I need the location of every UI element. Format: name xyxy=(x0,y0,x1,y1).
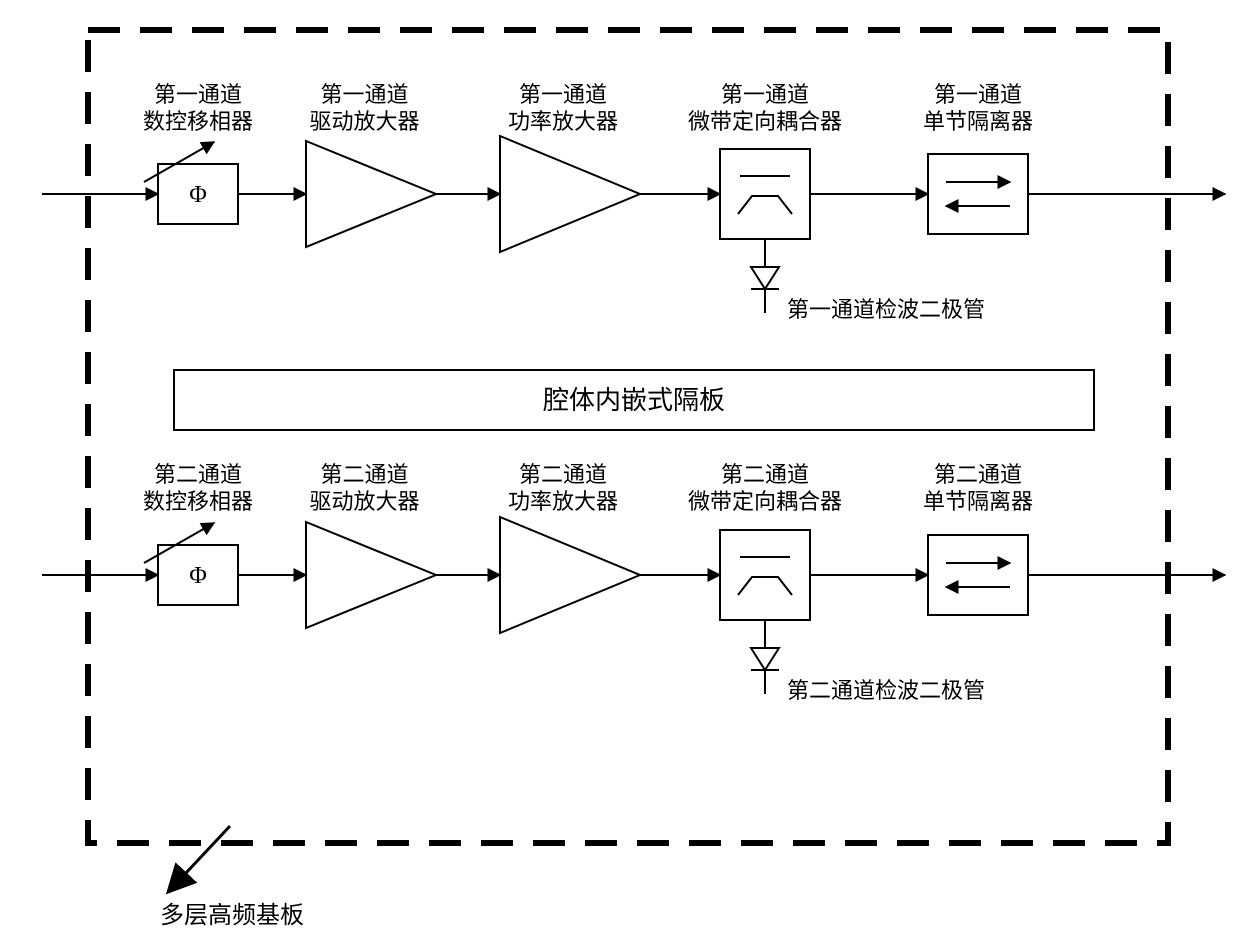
ch1-coupler-label1: 第一通道 xyxy=(721,82,809,107)
ch1-power-label2: 功率放大器 xyxy=(508,109,618,134)
ch1-coupler-label2: 微带定向耦合器 xyxy=(688,109,842,134)
ch2-coupler-label1: 第二通道 xyxy=(721,462,809,487)
ch1-phase-label2: 数控移相器 xyxy=(143,109,253,134)
ch1-phase-symbol: Φ xyxy=(189,182,207,208)
ch1-coupler-shape xyxy=(738,196,792,214)
ch1-coupler-box xyxy=(720,149,810,239)
ch1-isolator-label2: 单节隔离器 xyxy=(923,109,1033,134)
ch1-diode-icon xyxy=(751,267,779,289)
ch2-driver-amp-icon xyxy=(306,522,436,628)
block-diagram: 腔体内嵌式隔板多层高频基板Φ第一通道数控移相器第一通道驱动放大器第一通道功率放大… xyxy=(0,0,1240,941)
ch2-phase-arrow-icon xyxy=(144,523,214,563)
ch2-phase-label2: 数控移相器 xyxy=(143,489,253,514)
ch2-driver-label2: 驱动放大器 xyxy=(309,489,419,514)
ch2-isolator-box xyxy=(928,535,1028,615)
ch1-power-label1: 第一通道 xyxy=(519,82,607,107)
ch1-phase-label1: 第一通道 xyxy=(154,82,242,107)
ch2-coupler-box xyxy=(720,530,810,620)
ch1-group: Φ第一通道数控移相器第一通道驱动放大器第一通道功率放大器第一通道微带定向耦合器第… xyxy=(42,82,1225,322)
ch2-power-label1: 第二通道 xyxy=(519,462,607,487)
substrate-arrow xyxy=(170,826,230,890)
ch2-phase-symbol: Φ xyxy=(189,563,207,589)
ch2-isolator-label1: 第二通道 xyxy=(934,462,1022,487)
ch1-driver-label2: 驱动放大器 xyxy=(309,109,419,134)
ch2-power-label2: 功率放大器 xyxy=(508,489,618,514)
ch2-diode-label: 第二通道检波二极管 xyxy=(787,678,985,703)
ch2-driver-label1: 第二通道 xyxy=(320,462,408,487)
ch1-phase-arrow-icon xyxy=(144,142,214,182)
ch1-isolator-box xyxy=(928,154,1028,234)
ch1-driver-amp-icon xyxy=(306,141,436,247)
ch2-isolator-label2: 单节隔离器 xyxy=(923,489,1033,514)
ch2-power-amp-icon xyxy=(500,517,640,633)
ch1-driver-label1: 第一通道 xyxy=(320,82,408,107)
ch1-power-amp-icon xyxy=(500,136,640,252)
substrate-label: 多层高频基板 xyxy=(160,902,304,929)
partition-label: 腔体内嵌式隔板 xyxy=(543,386,725,415)
ch2-coupler-shape xyxy=(738,577,792,595)
ch1-isolator-label1: 第一通道 xyxy=(934,82,1022,107)
ch2-group: Φ第二通道数控移相器第二通道驱动放大器第二通道功率放大器第二通道微带定向耦合器第… xyxy=(42,462,1225,703)
ch2-phase-label1: 第二通道 xyxy=(154,462,242,487)
ch1-diode-label: 第一通道检波二极管 xyxy=(787,297,985,322)
ch2-diode-icon xyxy=(751,648,779,670)
cavity-border xyxy=(88,30,1168,843)
ch2-coupler-label2: 微带定向耦合器 xyxy=(688,489,842,514)
